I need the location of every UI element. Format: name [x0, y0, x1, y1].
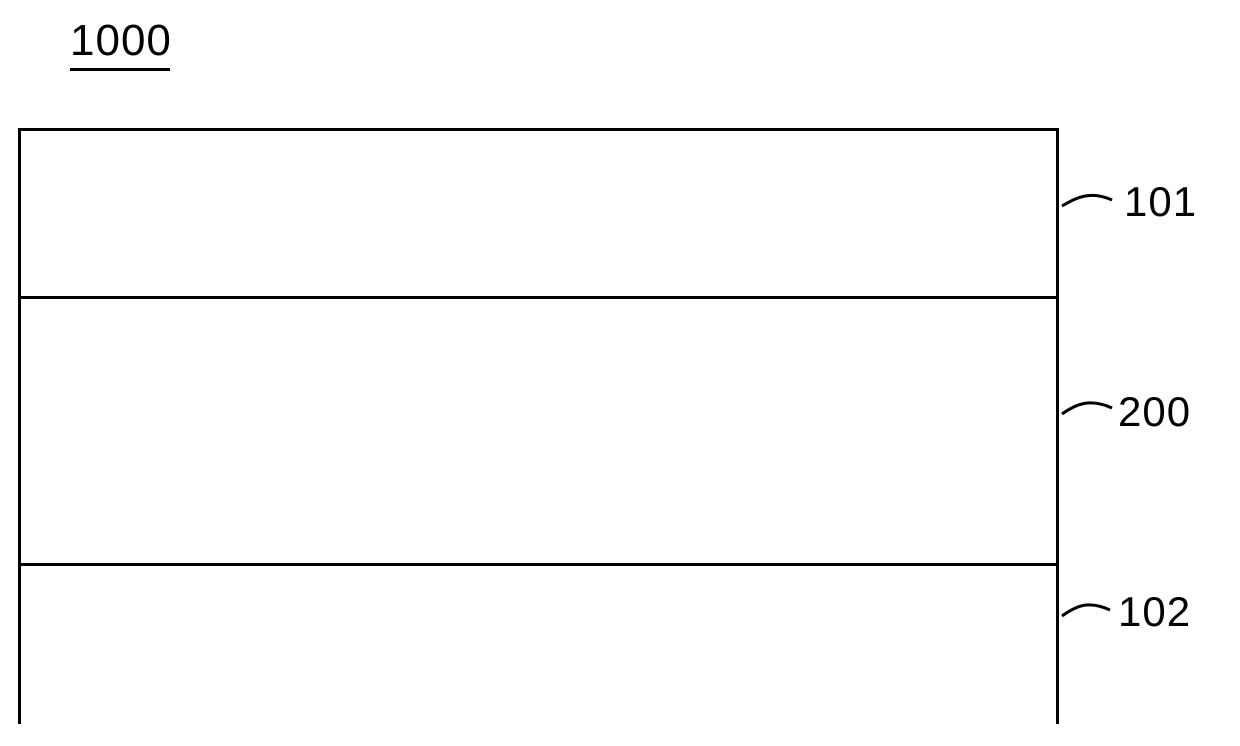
lead-101: [1062, 195, 1112, 206]
layer-200: [21, 296, 1056, 563]
ref-label-200-text: 200: [1118, 388, 1191, 435]
figure-number-text: 1000: [70, 16, 172, 65]
figure-number-underline: [70, 68, 170, 71]
ref-label-101-text: 101: [1124, 178, 1197, 225]
ref-label-200: 200: [1118, 388, 1191, 436]
ref-label-102: 102: [1118, 588, 1191, 636]
ref-label-102-text: 102: [1118, 588, 1191, 635]
lead-200: [1062, 403, 1112, 414]
layer-stack: [18, 128, 1059, 724]
diagram-canvas: 1000 101 200 102: [0, 0, 1240, 746]
layer-101: [21, 131, 1056, 296]
figure-number: 1000: [70, 16, 172, 71]
layer-102: [21, 563, 1056, 727]
ref-label-101: 101: [1124, 178, 1197, 226]
lead-102: [1062, 605, 1110, 616]
